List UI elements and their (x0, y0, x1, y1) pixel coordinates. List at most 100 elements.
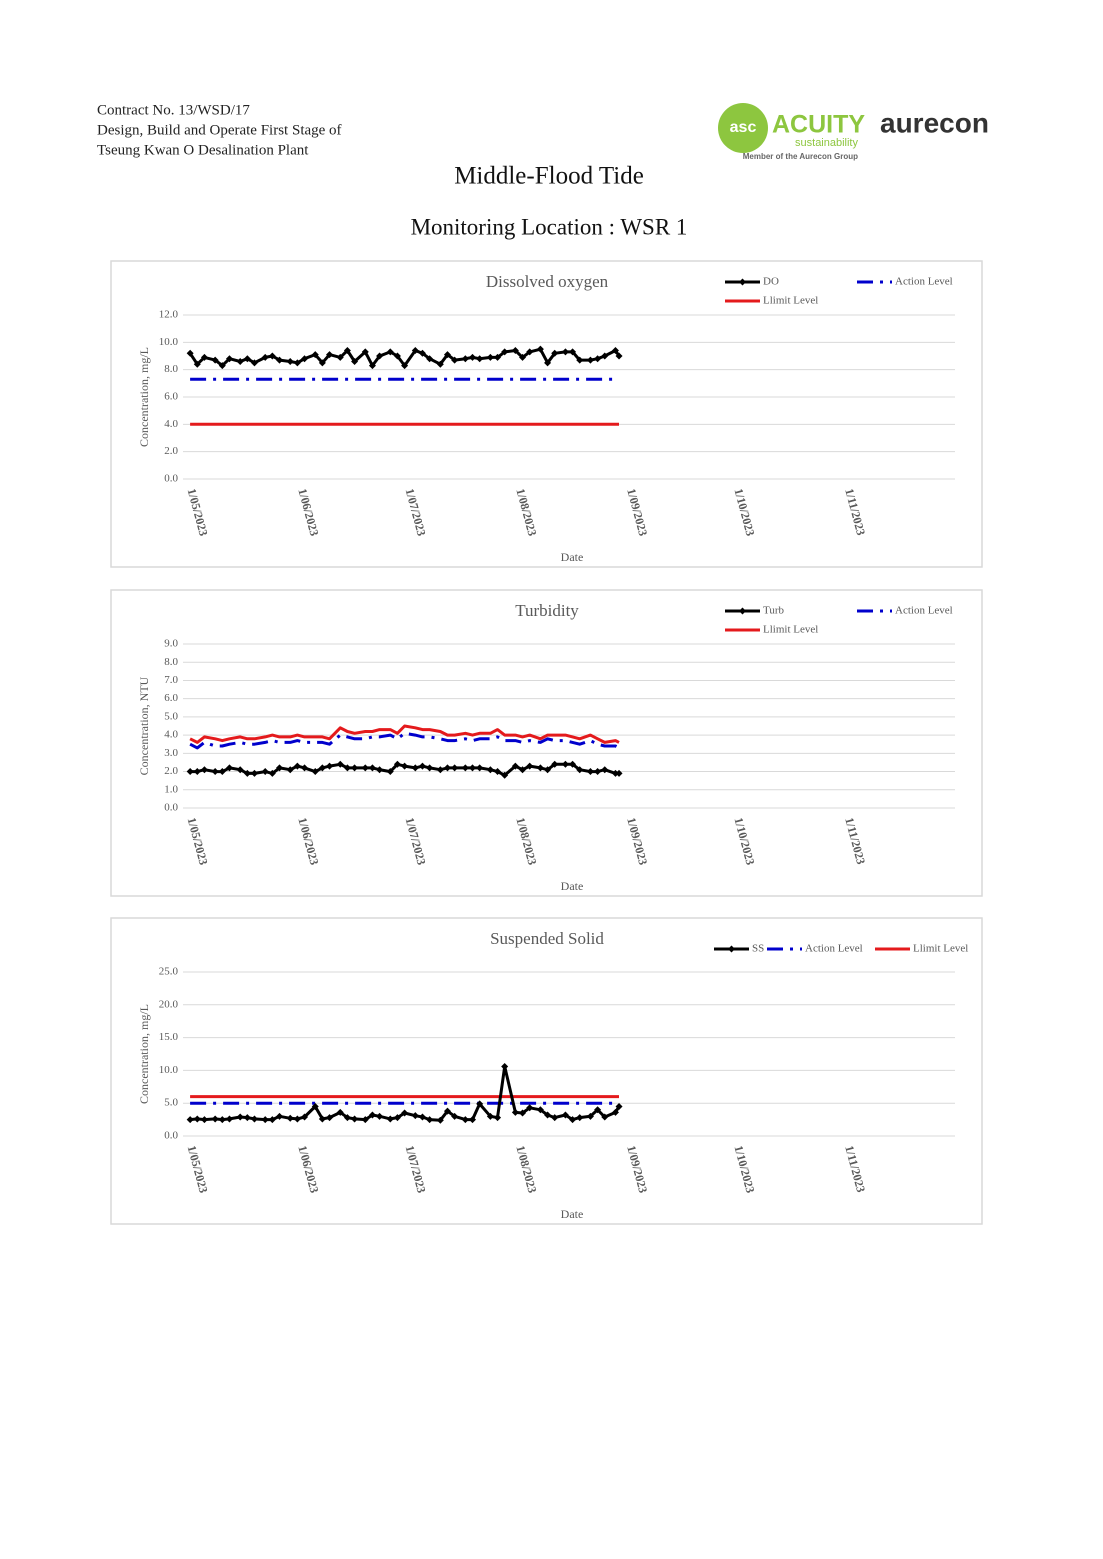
legend-label: Turb (763, 605, 784, 617)
data-point (243, 1114, 251, 1122)
data-point (311, 768, 319, 776)
data-point (601, 766, 609, 774)
legend-label: Action Level (805, 943, 863, 955)
data-point (236, 357, 244, 365)
data-point (411, 764, 419, 772)
chart-frame (110, 260, 983, 568)
y-tick-label: 10.0 (159, 1064, 179, 1076)
data-point (436, 766, 444, 774)
data-point (336, 760, 344, 768)
data-point (519, 1109, 527, 1117)
data-point (186, 1116, 194, 1124)
data-point (569, 348, 577, 356)
data-point (351, 1115, 359, 1123)
chart-title: Turbidity (515, 601, 579, 620)
y-axis-label: Concentration, mg/L (137, 1004, 151, 1104)
data-point (611, 1108, 619, 1116)
data-point (594, 1106, 602, 1114)
y-tick-label: 4.0 (164, 418, 178, 430)
data-point (343, 347, 351, 355)
data-point (601, 1113, 609, 1121)
data-point (551, 760, 559, 768)
data-point (576, 356, 584, 364)
y-tick-label: 12.0 (159, 309, 179, 321)
data-point (243, 355, 251, 363)
data-point (476, 764, 484, 772)
x-axis-label: Date (561, 1207, 584, 1221)
data-point (494, 768, 502, 776)
data-point (411, 347, 419, 355)
data-point (569, 1116, 577, 1124)
data-point (526, 1104, 534, 1112)
data-point (615, 352, 623, 360)
data-point (611, 347, 619, 355)
legend-label: Llimit Level (763, 624, 818, 636)
data-point (443, 351, 451, 359)
data-point (486, 1112, 494, 1120)
data-point (200, 766, 208, 774)
data-point (268, 352, 276, 360)
data-point (426, 1116, 434, 1124)
chart-title: Suspended Solid (490, 929, 604, 948)
data-point (494, 1114, 502, 1122)
data-point (386, 1115, 394, 1123)
data-point (393, 1114, 401, 1122)
legend-marker (728, 945, 735, 953)
data-point (386, 348, 394, 356)
data-point (376, 1112, 384, 1120)
data-point (615, 769, 623, 777)
y-tick-label: 8.0 (164, 363, 178, 375)
y-tick-label: 2.0 (164, 445, 178, 457)
data-point (351, 357, 359, 365)
data-point (193, 1115, 201, 1123)
data-point (193, 768, 201, 776)
data-point (250, 1115, 258, 1123)
chart-frame (110, 917, 983, 1225)
data-point (469, 353, 476, 361)
legend-marker (739, 278, 746, 286)
data-point (536, 764, 544, 772)
y-tick-label: 3.0 (164, 747, 178, 759)
data-point (586, 768, 594, 776)
y-axis-label: Concentration, mg/L (137, 347, 151, 447)
data-point (326, 762, 334, 770)
data-point (276, 1112, 283, 1120)
y-tick-label: 2.0 (164, 765, 178, 777)
logo-mark: asc (730, 119, 757, 136)
data-point (261, 768, 269, 776)
data-point (551, 1114, 559, 1122)
data-point (361, 764, 369, 772)
data-point (218, 362, 226, 370)
y-tick-label: 6.0 (164, 692, 178, 704)
data-point (200, 353, 208, 361)
data-point (311, 351, 319, 359)
data-point (293, 359, 301, 367)
legend-label: DO (763, 276, 779, 288)
y-tick-label: 7.0 (164, 674, 178, 686)
data-point (476, 355, 484, 363)
data-point (286, 357, 294, 365)
page-subtitle: Monitoring Location : WSR 1 (411, 214, 688, 239)
y-tick-label: 20.0 (159, 998, 179, 1010)
data-point (519, 353, 527, 361)
data-point (551, 349, 559, 357)
y-tick-label: 0.0 (164, 473, 178, 485)
logo-circle (718, 103, 768, 153)
data-point (426, 355, 434, 363)
data-point (236, 766, 244, 774)
data-point (469, 1116, 476, 1124)
data-point (243, 769, 251, 777)
data-point (336, 1108, 344, 1116)
data-point (250, 769, 258, 777)
data-point (286, 1114, 294, 1122)
data-point (343, 764, 351, 772)
data-point (401, 362, 409, 370)
legend-label: SS (752, 943, 764, 955)
y-tick-label: 5.0 (164, 1097, 178, 1109)
data-point (569, 760, 577, 768)
logo-tag: sustainability (795, 137, 858, 149)
data-point (511, 762, 519, 770)
data-point (544, 359, 552, 367)
data-point (594, 355, 602, 363)
data-point (451, 1112, 459, 1120)
